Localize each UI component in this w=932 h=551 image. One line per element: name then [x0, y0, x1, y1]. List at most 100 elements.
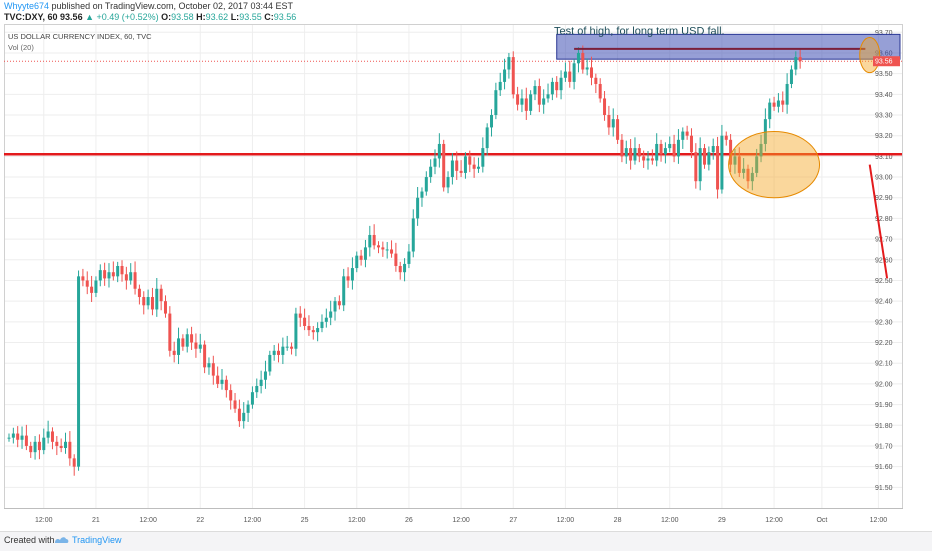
candle-body [159, 288, 163, 302]
candle-body [311, 330, 315, 333]
candle-body [798, 57, 802, 62]
candle-body [229, 390, 233, 401]
candle-body [742, 168, 746, 173]
candle-body [333, 301, 337, 312]
candle-body [503, 69, 507, 82]
candle-body [116, 266, 120, 277]
chart-area[interactable]: 93.7093.6093.5093.4093.3093.2093.1093.00… [4, 24, 906, 530]
candle-body [603, 98, 607, 116]
tradingview-brand[interactable]: TradingView [72, 535, 122, 545]
author-link[interactable]: Whyyte674 [4, 1, 50, 11]
volume-indicator-label: Vol (20) [8, 43, 34, 52]
candle-body [729, 139, 733, 165]
x-tick-label: 12:00 [35, 517, 53, 524]
candle-body [246, 404, 250, 413]
candle-body [129, 272, 133, 281]
candle-body [376, 245, 380, 248]
candle-body [133, 272, 137, 289]
candle-body [290, 346, 294, 349]
candle-body [324, 317, 328, 322]
candle-body [437, 143, 441, 159]
candle-body [563, 71, 567, 78]
y-tick-label: 92.70 [875, 237, 893, 244]
candle-body [303, 317, 307, 326]
candle-body [589, 67, 593, 78]
candle-body [242, 412, 246, 422]
candle-body [224, 379, 228, 391]
high-test-ellipse [859, 36, 881, 74]
candle-body [407, 251, 411, 264]
last-price: 93.56 [60, 12, 83, 22]
candle-body [50, 431, 54, 442]
candle-body [233, 400, 237, 409]
candle-body [663, 148, 667, 155]
candle-body [485, 127, 489, 149]
candle-body [177, 338, 181, 355]
annotation-text: Test of high, for long term USD fall. [554, 25, 725, 37]
candle-body [181, 338, 185, 347]
x-tick-label: 12:00 [139, 517, 157, 524]
candle-body [203, 344, 207, 368]
candle-body [442, 143, 446, 188]
candle-body [550, 81, 554, 95]
candle-body [794, 57, 798, 70]
y-tick-label: 92.50 [875, 278, 893, 285]
y-tick-label: 93.70 [875, 30, 893, 37]
y-tick-label: 91.60 [875, 464, 893, 471]
high-label: H: [196, 12, 206, 22]
candle-body [168, 313, 172, 351]
candle-body [411, 218, 415, 252]
symbol-label: TVC:DXY, 60 [4, 12, 58, 22]
candle-body [268, 354, 272, 372]
candle-body [681, 131, 685, 140]
candle-body [629, 148, 633, 161]
candle-body [490, 115, 494, 128]
candle-body [698, 148, 702, 182]
candle-body [768, 102, 772, 120]
candle-body [316, 328, 320, 333]
candle-body [555, 81, 559, 91]
candle-body [320, 321, 324, 329]
candle-body [459, 170, 463, 173]
candle-body [576, 52, 580, 64]
candle-body [355, 255, 359, 269]
candle-body [620, 139, 624, 157]
candle-body [707, 152, 711, 165]
candle-body [516, 94, 520, 105]
candle-body [363, 247, 367, 260]
candle-body [776, 100, 780, 107]
up-arrow-icon: ▲ [85, 12, 95, 22]
candle-body [616, 119, 620, 140]
candle-body [46, 431, 50, 438]
x-tick-label: 12:00 [244, 517, 262, 524]
candle-body [85, 280, 89, 287]
candle-body [546, 94, 550, 99]
y-tick-label: 92.00 [875, 381, 893, 388]
last-price-tag [873, 56, 900, 67]
candle-body [494, 90, 498, 116]
candle-body [294, 313, 298, 349]
candle-body [342, 276, 346, 306]
candle-body [359, 255, 363, 260]
candle-body [190, 334, 194, 343]
candle-body [120, 266, 124, 275]
y-tick-label: 92.30 [875, 319, 893, 326]
plot-frame [4, 24, 903, 509]
candle-body [77, 276, 81, 467]
candle-body [207, 363, 211, 368]
close-label: C: [264, 12, 274, 22]
candle-body [298, 313, 302, 318]
candle-body [733, 156, 737, 165]
candle-body [420, 191, 424, 198]
candle-body [172, 350, 176, 355]
x-tick-label: 12:00 [348, 517, 366, 524]
candle-body [146, 297, 150, 306]
x-tick-label: 26 [405, 517, 413, 524]
candle-body [403, 263, 407, 273]
candle-body [337, 301, 341, 306]
candle-body [198, 344, 202, 349]
y-tick-label: 92.20 [875, 340, 893, 347]
candlestick-chart[interactable]: 93.7093.6093.5093.4093.3093.2093.1093.00… [4, 24, 906, 530]
x-tick-label: Oct [816, 517, 827, 524]
candle-body [759, 143, 763, 157]
